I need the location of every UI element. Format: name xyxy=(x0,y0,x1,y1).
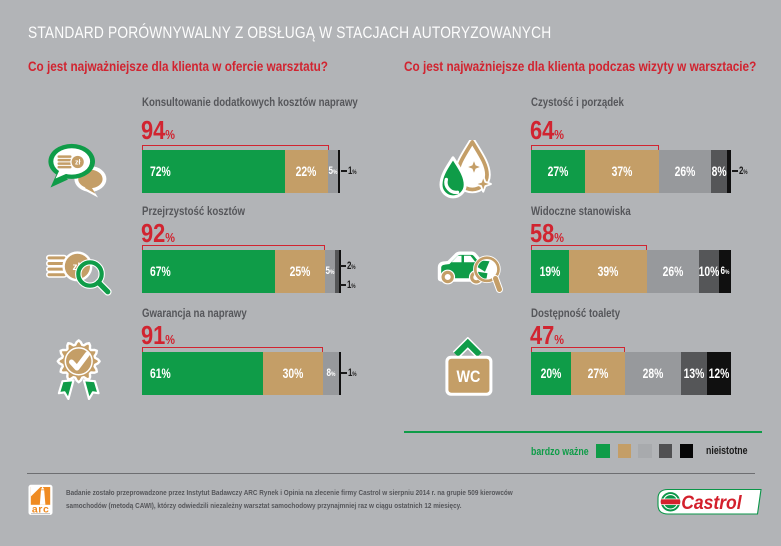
svg-text:arc: arc xyxy=(32,503,50,515)
svg-text:zł: zł xyxy=(73,262,81,273)
svg-text:zł: zł xyxy=(75,160,81,167)
svg-text:WC: WC xyxy=(456,368,480,386)
svg-text:Castrol: Castrol xyxy=(681,491,742,513)
